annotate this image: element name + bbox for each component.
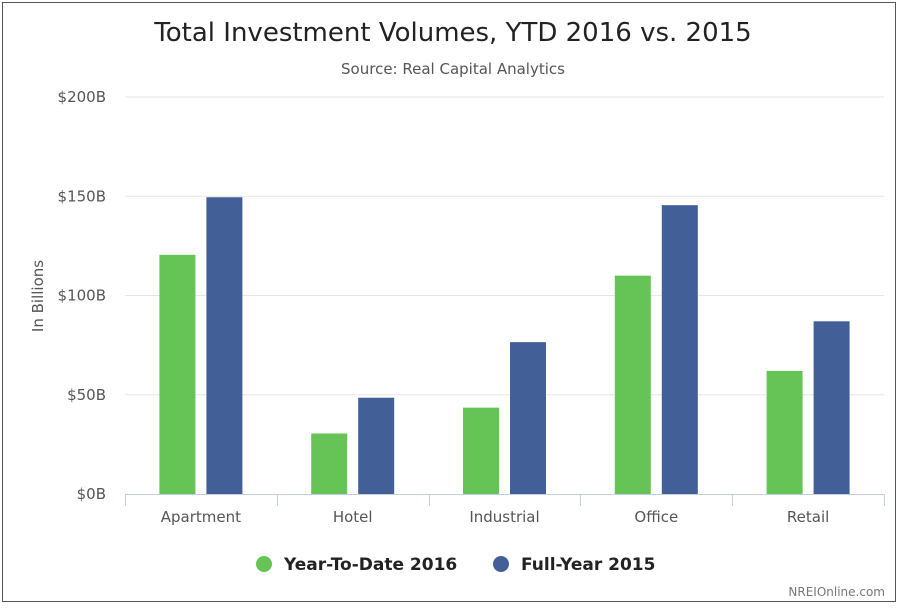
chart-frame: Total Investment Volumes, YTD 2016 vs. 2… (2, 2, 896, 602)
chart-svg: Total Investment Volumes, YTD 2016 vs. 2… (29, 18, 885, 599)
y-axis-title: In Billions (29, 260, 47, 332)
bar-retail-series-0 (766, 370, 803, 494)
chart-title: Total Investment Volumes, YTD 2016 vs. 2… (153, 18, 751, 48)
legend-label: Year-To-Date 2016 (283, 555, 457, 575)
legend-marker (493, 556, 509, 572)
bar-office-series-1 (661, 205, 698, 494)
x-tick-label: Hotel (333, 508, 373, 526)
y-axis-ticks: $0B $50B $100B $150B $200B (58, 88, 106, 503)
bar-apartment-series-1 (206, 197, 243, 494)
x-tick-label: Apartment (161, 508, 241, 526)
x-axis (125, 494, 885, 506)
x-tick-label: Industrial (469, 508, 539, 526)
bars (159, 197, 850, 494)
bar-retail-series-1 (813, 321, 850, 494)
y-tick-label: $100B (58, 287, 106, 305)
gridlines (125, 96, 884, 396)
x-tick-label: Retail (787, 508, 829, 526)
credit-text: NREIOnline.com (788, 585, 885, 599)
y-tick-label: $0B (77, 485, 106, 503)
bar-hotel-series-0 (311, 433, 348, 494)
bar-hotel-series-1 (358, 397, 395, 494)
legend-marker (256, 556, 272, 572)
bar-apartment-series-0 (159, 254, 196, 494)
y-tick-label: $50B (67, 386, 106, 404)
x-axis-ticks: Apartment Hotel Industrial Office Retail (161, 508, 830, 526)
chart-subtitle: Source: Real Capital Analytics (341, 60, 565, 78)
bar-office-series-0 (614, 275, 651, 494)
y-tick-label: $200B (58, 88, 106, 106)
legend-item[interactable]: Year-To-Date 2016 (256, 555, 457, 575)
bar-industrial-series-1 (510, 342, 546, 494)
y-tick-label: $150B (58, 187, 106, 205)
legend-label: Full-Year 2015 (521, 555, 655, 575)
bar-industrial-series-0 (463, 407, 499, 494)
legend: Year-To-Date 2016 Full-Year 2015 (256, 555, 655, 575)
x-tick-label: Office (634, 508, 678, 526)
legend-item[interactable]: Full-Year 2015 (493, 555, 655, 575)
